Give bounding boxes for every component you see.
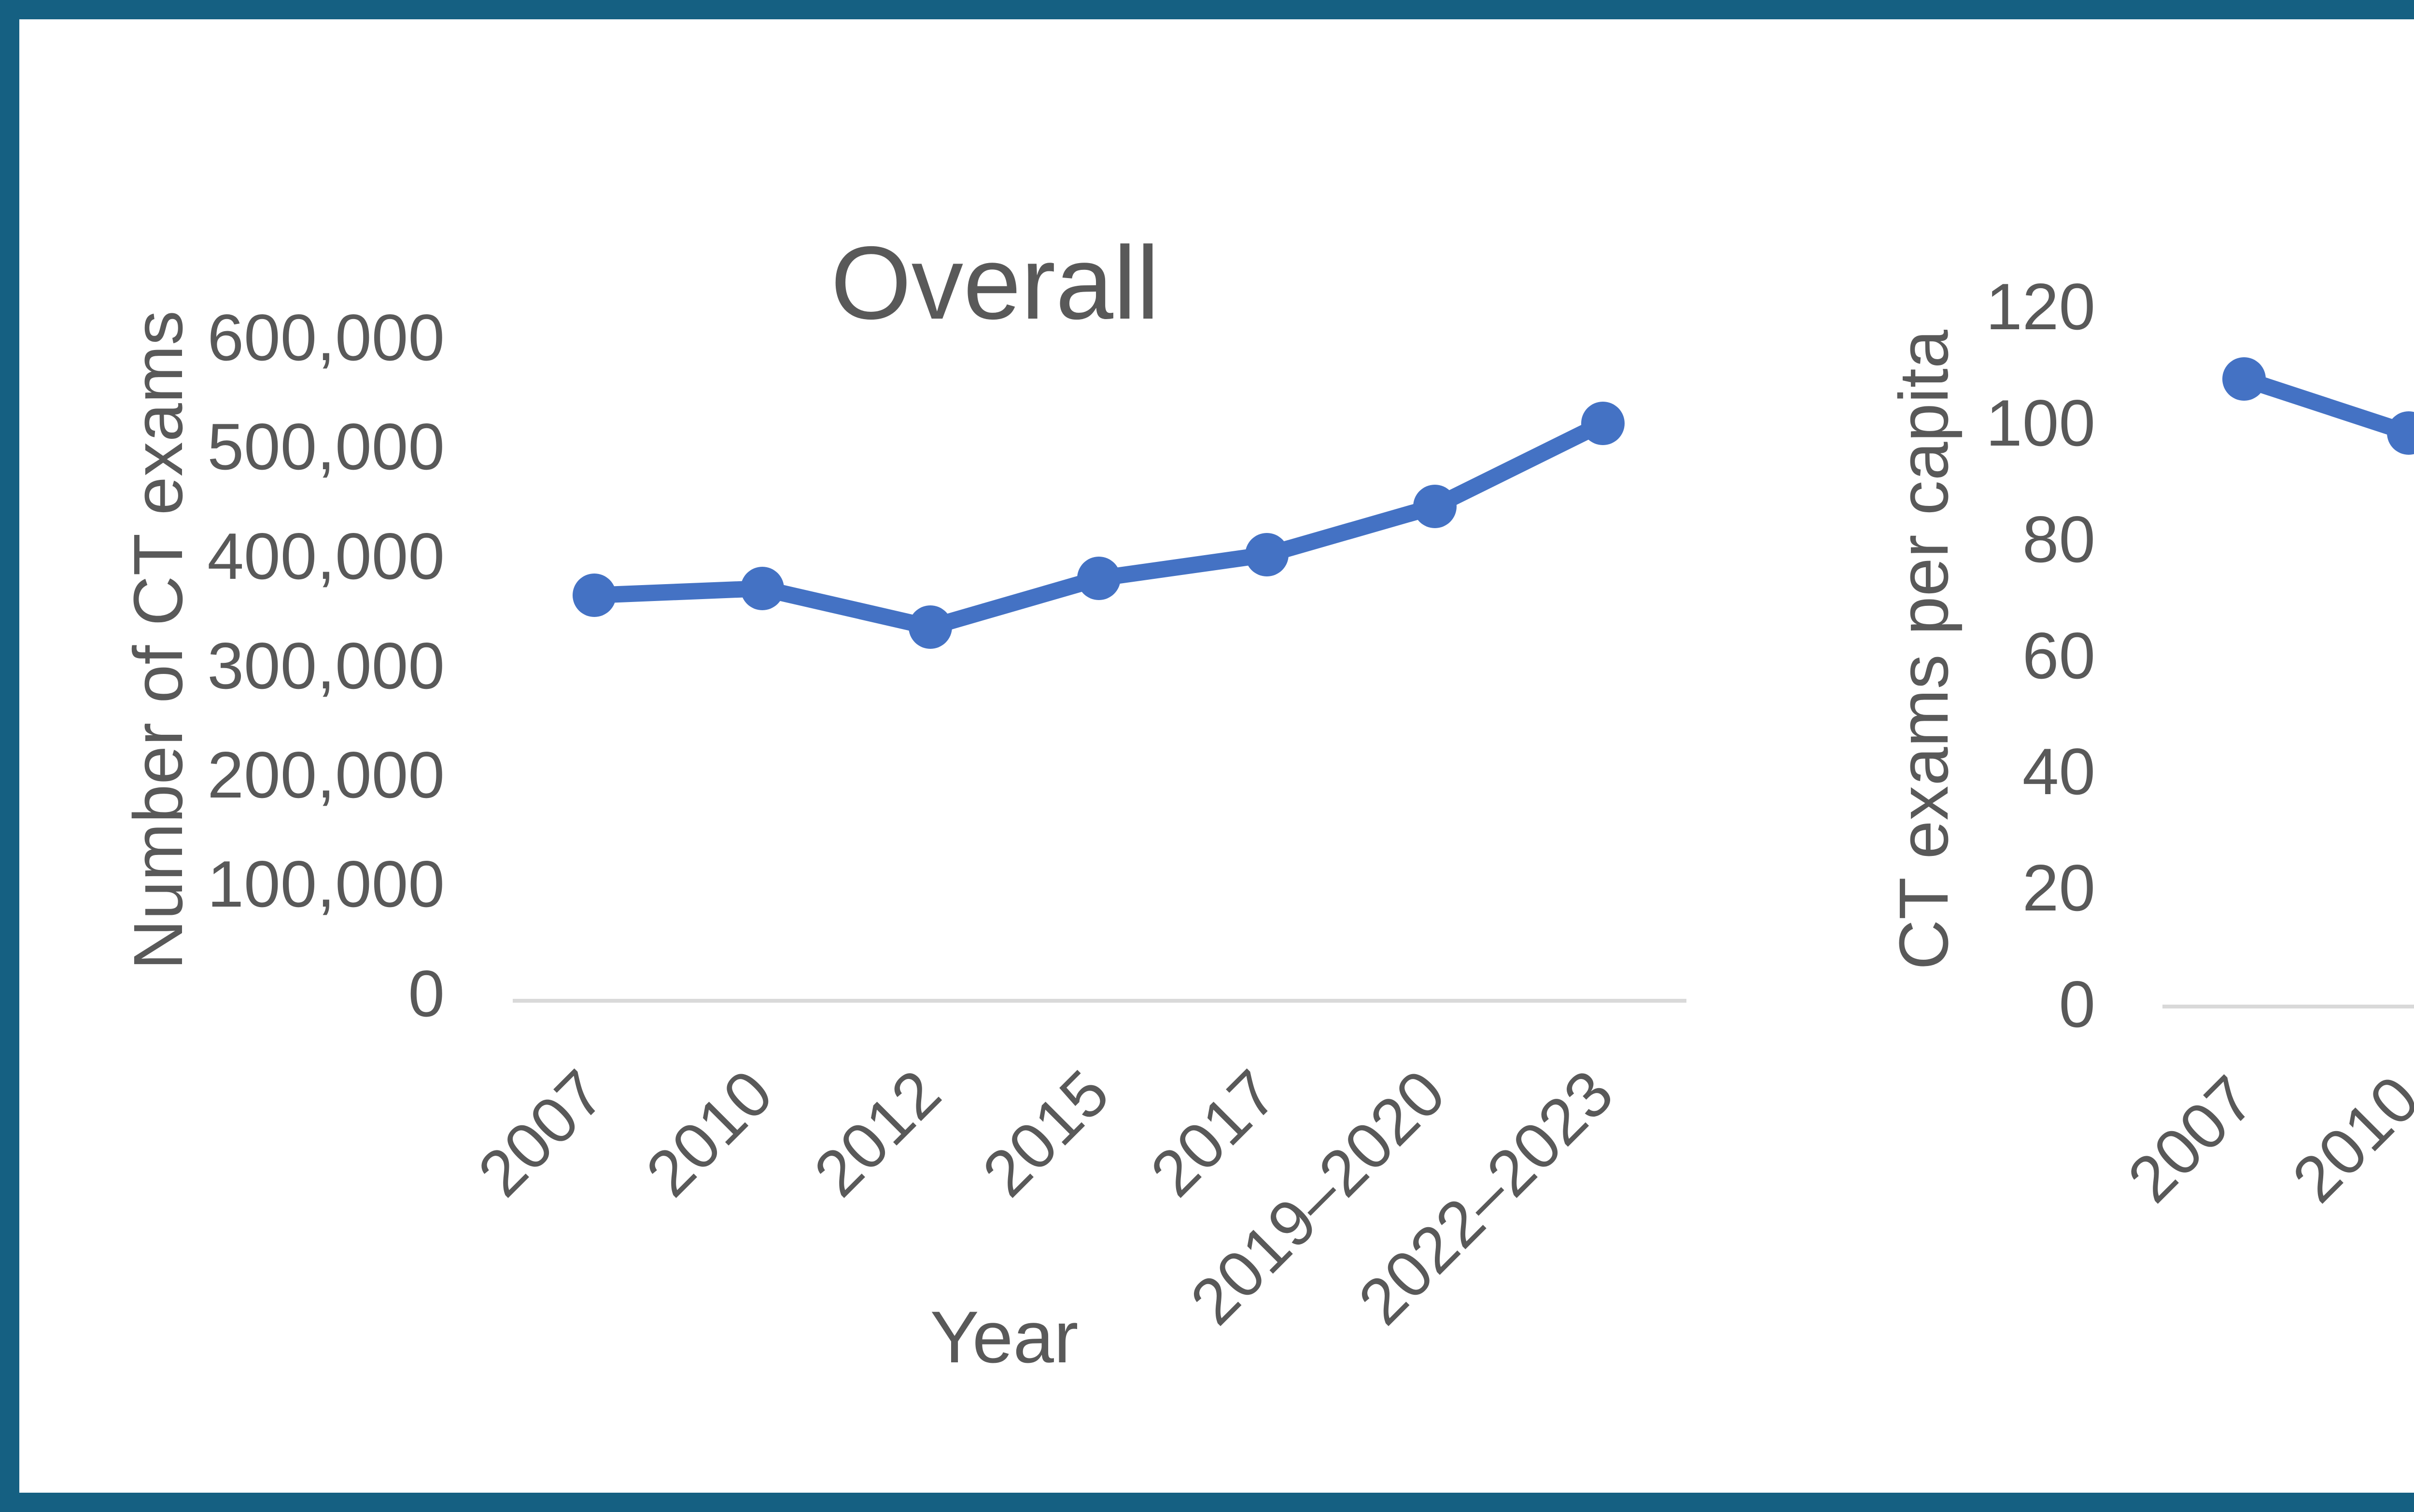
- svg-text:Number of CT exams: Number of CT exams: [119, 310, 197, 970]
- svg-text:100: 100: [1986, 386, 2095, 460]
- svg-text:600,000: 600,000: [207, 301, 445, 374]
- svg-text:500,000: 500,000: [207, 410, 445, 483]
- svg-text:300,000: 300,000: [207, 629, 445, 702]
- svg-text:CT exams per capita: CT exams per capita: [1885, 329, 1963, 970]
- svg-text:80: 80: [2022, 503, 2095, 576]
- svg-text:Overall: Overall: [830, 224, 1159, 341]
- svg-text:Year: Year: [930, 1296, 1078, 1378]
- svg-text:20: 20: [2022, 851, 2095, 924]
- svg-text:0: 0: [408, 957, 445, 1030]
- svg-text:200,000: 200,000: [207, 738, 445, 812]
- svg-text:40: 40: [2022, 735, 2095, 808]
- svg-text:400,000: 400,000: [207, 519, 445, 593]
- svg-text:0: 0: [2059, 967, 2095, 1041]
- svg-text:120: 120: [1986, 270, 2095, 343]
- svg-text:60: 60: [2022, 619, 2095, 692]
- svg-text:100,000: 100,000: [207, 847, 445, 921]
